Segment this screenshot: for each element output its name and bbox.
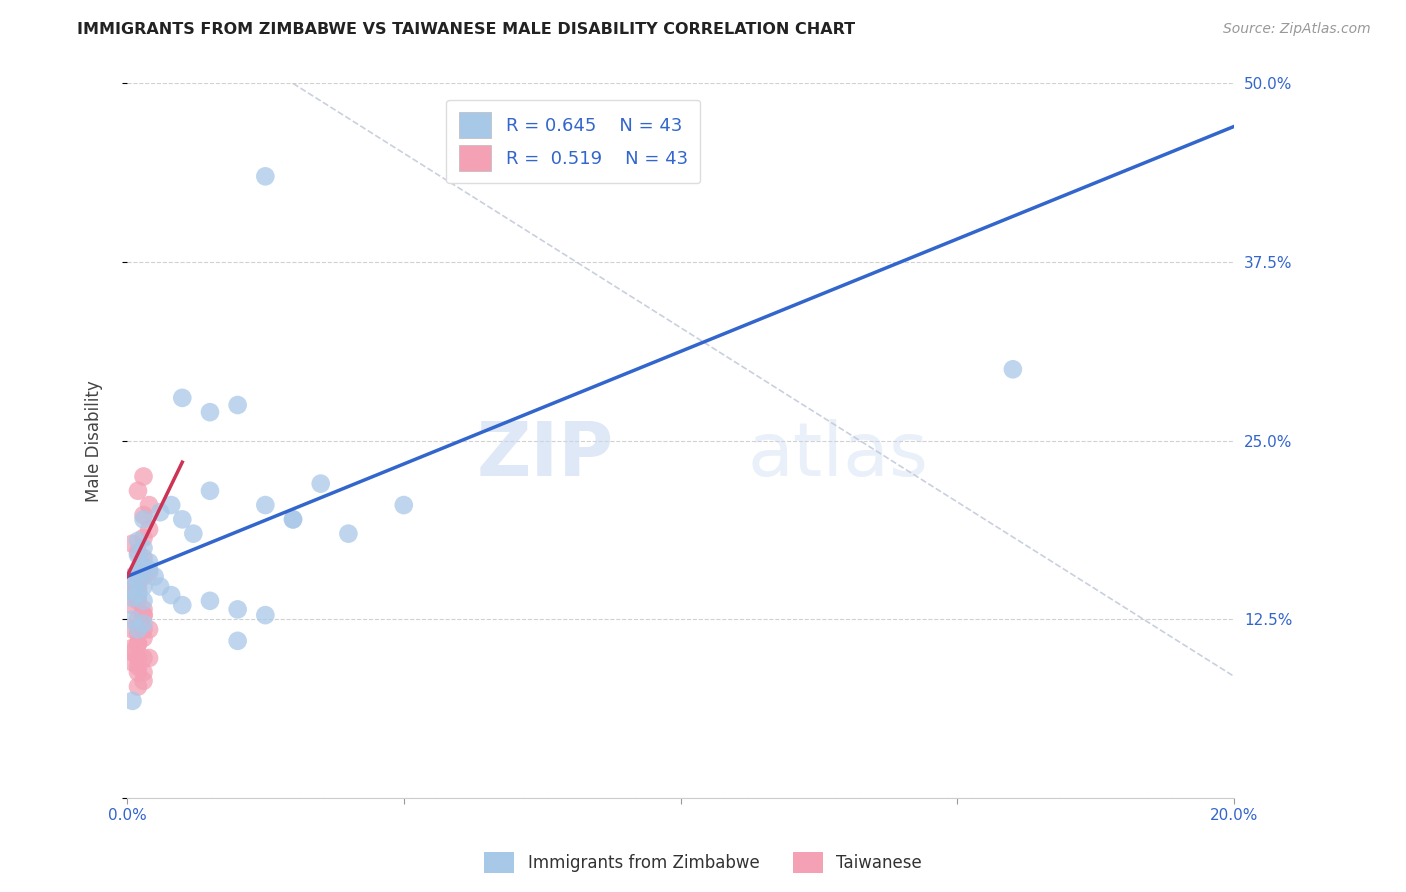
Point xyxy=(198,405,221,419)
Point xyxy=(127,483,149,498)
Point xyxy=(132,559,155,574)
Point xyxy=(226,633,249,648)
Point xyxy=(121,583,143,598)
Point xyxy=(132,616,155,631)
Point xyxy=(138,522,160,536)
Point xyxy=(127,651,149,665)
Point xyxy=(121,598,143,612)
Point xyxy=(132,594,155,608)
Point xyxy=(309,476,332,491)
Point xyxy=(132,608,155,623)
Point xyxy=(226,602,249,616)
Point xyxy=(121,645,143,659)
Point xyxy=(132,512,155,526)
Point xyxy=(281,512,304,526)
Point xyxy=(198,483,221,498)
Point xyxy=(127,637,149,651)
Point xyxy=(121,583,143,598)
Point xyxy=(281,512,304,526)
Point xyxy=(127,533,149,548)
Point xyxy=(132,508,155,522)
Point xyxy=(121,623,143,637)
Point xyxy=(226,398,249,412)
Point xyxy=(143,569,166,583)
Point xyxy=(132,531,155,545)
Point xyxy=(127,566,149,580)
Point xyxy=(132,559,155,574)
Point xyxy=(160,498,183,512)
Point xyxy=(132,569,155,583)
Point xyxy=(138,562,160,576)
Point xyxy=(121,536,143,550)
Point xyxy=(132,541,155,555)
Point xyxy=(1001,362,1024,376)
Point xyxy=(127,580,149,594)
Point xyxy=(127,594,149,608)
Point xyxy=(132,665,155,680)
Point xyxy=(127,665,149,680)
Point xyxy=(138,651,160,665)
Text: Source: ZipAtlas.com: Source: ZipAtlas.com xyxy=(1223,22,1371,37)
Point xyxy=(172,512,194,526)
Point xyxy=(127,545,149,559)
Point xyxy=(127,548,149,562)
Point xyxy=(127,588,149,602)
Point xyxy=(127,587,149,601)
Point xyxy=(138,555,160,569)
Legend: R = 0.645    N = 43, R =  0.519    N = 43: R = 0.645 N = 43, R = 0.519 N = 43 xyxy=(446,100,700,183)
Point xyxy=(127,574,149,588)
Point xyxy=(149,580,172,594)
Point xyxy=(132,631,155,645)
Point xyxy=(337,526,360,541)
Legend: Immigrants from Zimbabwe, Taiwanese: Immigrants from Zimbabwe, Taiwanese xyxy=(478,846,928,880)
Point xyxy=(254,169,277,184)
Point xyxy=(127,583,149,598)
Point xyxy=(132,673,155,688)
Point xyxy=(127,612,149,626)
Point xyxy=(183,526,205,541)
Point xyxy=(149,505,172,519)
Point xyxy=(132,602,155,616)
Y-axis label: Male Disability: Male Disability xyxy=(86,380,103,501)
Point xyxy=(132,551,155,566)
Text: IMMIGRANTS FROM ZIMBABWE VS TAIWANESE MALE DISABILITY CORRELATION CHART: IMMIGRANTS FROM ZIMBABWE VS TAIWANESE MA… xyxy=(77,22,855,37)
Point xyxy=(132,651,155,665)
Text: ZIP: ZIP xyxy=(477,418,614,491)
Point xyxy=(127,574,149,588)
Point xyxy=(138,566,160,580)
Point xyxy=(160,588,183,602)
Point xyxy=(392,498,415,512)
Point xyxy=(254,608,277,623)
Point xyxy=(127,637,149,651)
Point xyxy=(127,623,149,637)
Point xyxy=(138,623,160,637)
Point xyxy=(127,680,149,694)
Point xyxy=(138,498,160,512)
Point xyxy=(121,580,143,594)
Point xyxy=(121,640,143,655)
Point xyxy=(127,566,149,580)
Point xyxy=(172,598,194,612)
Point xyxy=(121,694,143,708)
Point xyxy=(132,623,155,637)
Point xyxy=(172,391,194,405)
Point xyxy=(121,612,143,626)
Point xyxy=(127,626,149,640)
Point xyxy=(121,569,143,583)
Point xyxy=(132,580,155,594)
Point xyxy=(121,655,143,669)
Text: atlas: atlas xyxy=(747,418,928,491)
Point xyxy=(198,594,221,608)
Point xyxy=(127,659,149,673)
Point xyxy=(132,608,155,623)
Point xyxy=(254,498,277,512)
Point xyxy=(132,469,155,483)
Point xyxy=(121,591,143,605)
